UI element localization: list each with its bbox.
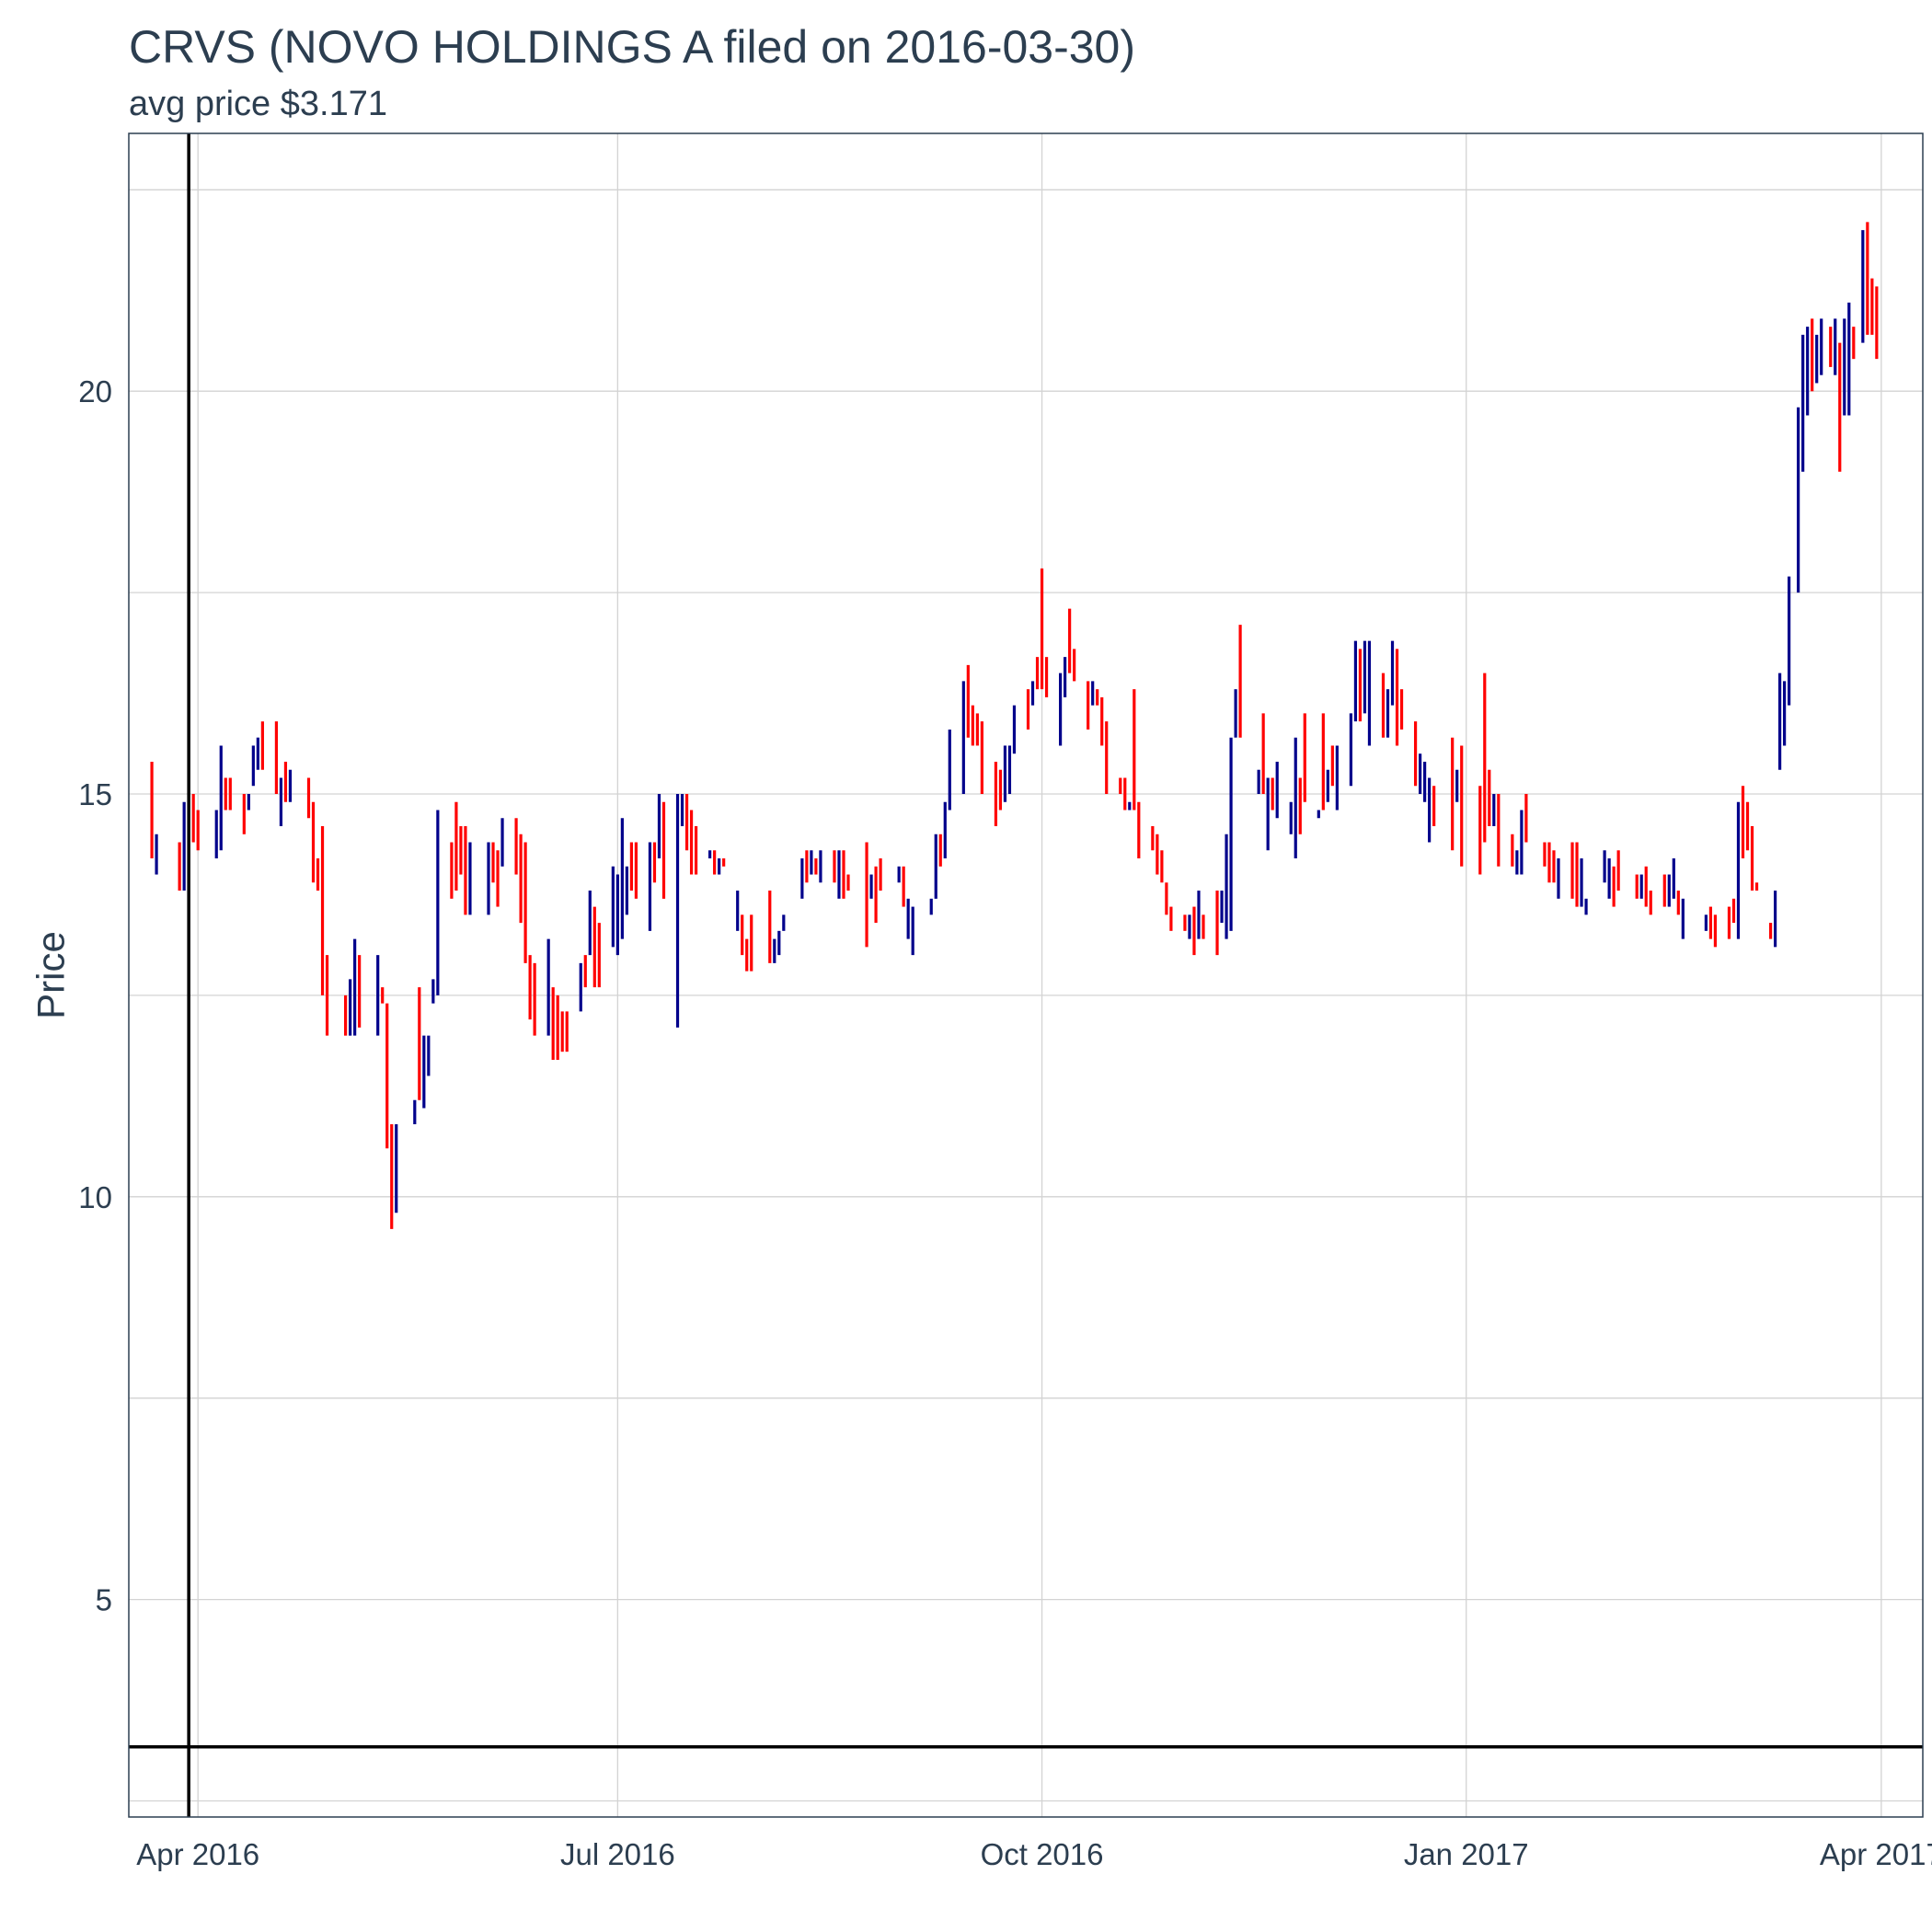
price-bars xyxy=(150,222,1879,1229)
x-tick-label: Apr 2016 xyxy=(136,1837,259,1871)
x-tick-label: Apr 2017 xyxy=(1820,1837,1932,1871)
chart-title: CRVS (NOVO HOLDINGS A filed on 2016-03-3… xyxy=(129,21,1135,73)
grid-lines xyxy=(129,133,1923,1817)
chart-subtitle: avg price $3.171 xyxy=(129,85,387,123)
plot-frame xyxy=(128,132,1924,1818)
x-tick-label: Oct 2016 xyxy=(981,1837,1104,1871)
x-tick-label: Jan 2017 xyxy=(1404,1837,1529,1871)
y-tick-label: 15 xyxy=(78,777,112,811)
y-axis-ticks: 5 10 15 20 xyxy=(78,374,112,1616)
y-tick-label: 5 xyxy=(96,1583,112,1617)
y-tick-label: 10 xyxy=(78,1180,112,1214)
y-tick-label: 20 xyxy=(78,374,112,408)
x-axis-ticks: Apr 2016 Jul 2016 Oct 2016 Jan 2017 Apr 2017 xyxy=(136,1837,1932,1871)
reference-lines xyxy=(129,133,1923,1817)
y-axis-label: Price xyxy=(29,931,73,1019)
x-tick-label: Jul 2016 xyxy=(560,1837,675,1871)
